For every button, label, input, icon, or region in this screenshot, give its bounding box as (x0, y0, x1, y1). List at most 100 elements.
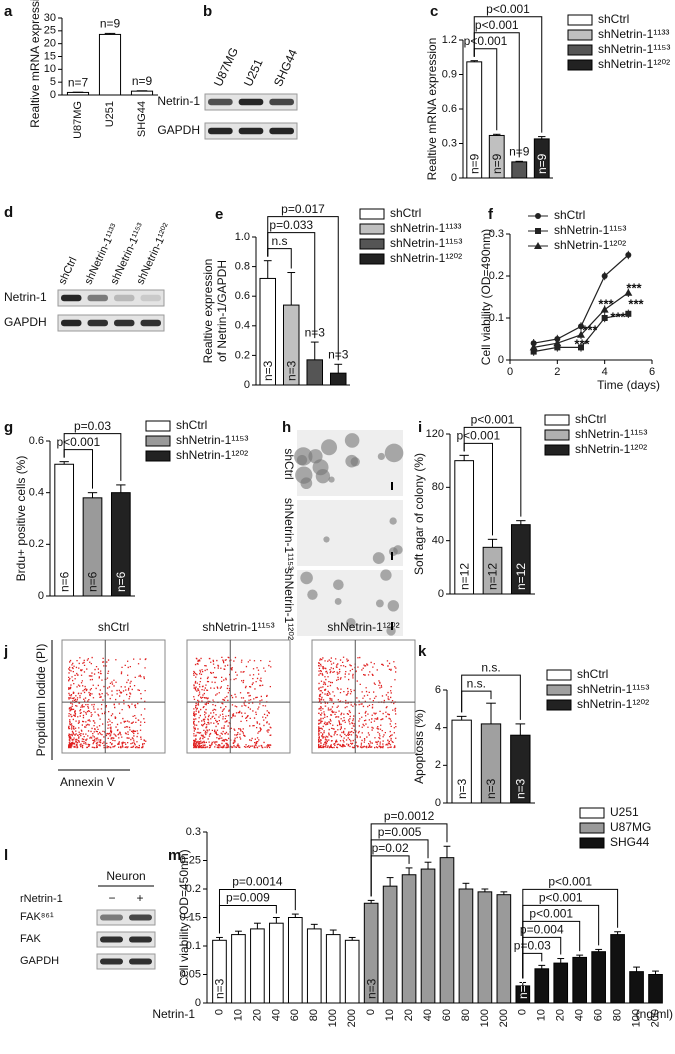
y-tick-label: 0.3 (489, 228, 504, 240)
marker (578, 323, 584, 330)
blot-band (129, 958, 152, 965)
y-tick-label: 0.8 (235, 261, 250, 273)
blot-strip (57, 314, 165, 332)
n-label: n=3 (455, 778, 469, 799)
bracket-label: p<0.001 (464, 34, 508, 48)
y-tick-label: 0.4 (235, 320, 250, 332)
colony (307, 589, 318, 600)
x-tick-label: 40 (574, 1009, 586, 1021)
y-axis-label: Realtive mRNA expression (28, 0, 42, 128)
blot-band (100, 958, 123, 965)
colony (333, 579, 344, 591)
n-label: n=9 (490, 153, 504, 174)
row-label: GAPDH (157, 123, 200, 137)
colony (380, 569, 392, 581)
marker (625, 310, 632, 317)
flow-frame (61, 639, 166, 754)
blot-band (100, 914, 123, 921)
y-axis-label: Cell viability (OD=490nm) (479, 229, 493, 365)
colony (344, 433, 360, 448)
annotation: *** (610, 309, 626, 324)
legend-swatch (359, 223, 385, 235)
bracket-label: p<0.001 (475, 18, 519, 32)
y-tick-label: 0.3 (186, 826, 201, 838)
y-tick-label: 0.6 (29, 435, 44, 447)
colony (387, 600, 400, 612)
marker (577, 330, 585, 338)
x-tick-label: U87MG (72, 101, 84, 139)
colony (350, 457, 360, 467)
bracket-label: p=0.0014 (232, 875, 283, 889)
blot-strip (96, 909, 156, 926)
bar (572, 956, 588, 1004)
bar (98, 33, 122, 96)
blot-band (87, 319, 108, 327)
marker (535, 228, 541, 234)
marker (578, 344, 584, 351)
y-tick-label: 0 (451, 172, 457, 184)
bracket-label: p=0.03 (514, 939, 551, 953)
panel-letter: c (430, 3, 438, 20)
y-tick-label: 1.2 (442, 34, 457, 46)
row-label: shCtrl (282, 448, 296, 479)
bracket (522, 888, 619, 979)
bar (401, 874, 417, 1004)
blot-band (140, 294, 161, 302)
blot-strip (96, 931, 156, 948)
n-label: n=3 (484, 778, 498, 799)
legend-swatch (544, 429, 570, 441)
bar (306, 359, 324, 386)
header: Neuron (106, 869, 145, 883)
y-axis-label: Realtive expression (201, 259, 215, 364)
colony (321, 439, 338, 456)
bar (306, 928, 322, 1004)
legend-label: shNetrin-1¹²⁰² (554, 238, 626, 252)
bracket-label: p<0.001 (56, 435, 100, 449)
annotation: *** (598, 296, 614, 311)
legend-label: shCtrl (554, 208, 585, 222)
bracket (218, 889, 296, 934)
bracket-label: p=0.004 (520, 923, 564, 937)
marker (553, 339, 562, 347)
x-tick-label: 60 (441, 1009, 453, 1021)
legend-swatch (546, 699, 572, 711)
y-axis-label: Realtive mRNA expression (425, 38, 439, 181)
bracket-label: p<0.001 (456, 429, 500, 443)
y-tick-label: 40 (432, 535, 444, 547)
y-tick-label: 0.1 (489, 312, 504, 324)
lane-label: shCtrl (56, 255, 79, 286)
colony (323, 536, 330, 543)
bar (629, 971, 644, 1004)
x-tick-label: 0 (365, 1009, 377, 1015)
legend-swatch (579, 837, 605, 849)
y-tick-label: 5 (50, 76, 56, 88)
row-label: GAPDH (20, 955, 59, 967)
annotation: *** (628, 296, 644, 311)
y-tick-label: 0.2 (29, 538, 44, 550)
condition: + (136, 891, 143, 905)
y-tick-label: 30 (44, 12, 56, 24)
x-tick-label: 20 (403, 1009, 415, 1021)
n-label: n=7 (68, 75, 89, 89)
x-tick-label: 0 (213, 1009, 225, 1015)
y-axis-label: of Netrin-1/GAPDH (215, 260, 229, 362)
bracket (461, 674, 521, 720)
colony-image (297, 500, 403, 566)
legend-label: shNetrin-1¹²⁰² (577, 697, 649, 711)
bar (344, 939, 360, 1004)
y-tick-label: 0.2 (186, 883, 201, 895)
colony (295, 466, 313, 484)
x-tick-label: 200 (649, 1009, 661, 1027)
n-label: n=3 (261, 360, 275, 381)
row-label: shNetrin-1¹¹⁵³ (282, 498, 296, 570)
blot-band (238, 98, 264, 106)
y-tick-label: 15 (44, 50, 56, 62)
legend-swatch (145, 435, 171, 447)
colony (389, 517, 397, 525)
bracket-label: p=0.02 (372, 841, 409, 855)
annotation: *** (626, 280, 642, 295)
lane-label: U87MG (211, 45, 241, 88)
panel-letter: i (418, 419, 422, 436)
panel-letter: k (418, 643, 427, 660)
legend-swatch (359, 208, 385, 220)
